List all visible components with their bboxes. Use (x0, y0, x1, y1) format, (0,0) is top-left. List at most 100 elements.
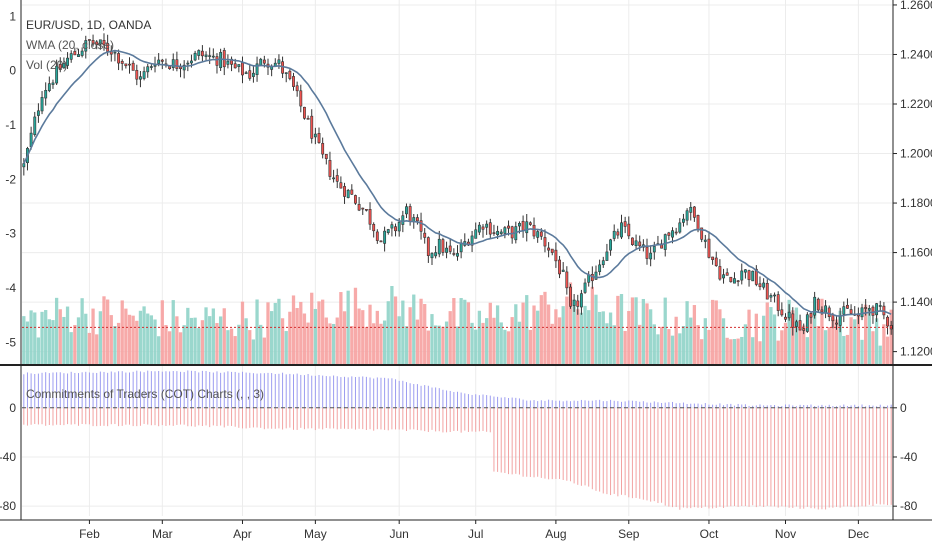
candle-body[interactable] (142, 71, 146, 79)
candle-body[interactable] (849, 309, 853, 314)
candle-body[interactable] (361, 207, 365, 210)
candle-body[interactable] (22, 163, 26, 168)
candle-body[interactable] (550, 248, 554, 253)
candle-body[interactable] (375, 231, 379, 241)
candle-body[interactable] (36, 110, 40, 116)
candle-body[interactable] (754, 268, 758, 285)
candle-body[interactable] (620, 222, 623, 238)
candle-body[interactable] (565, 271, 569, 289)
candle-body[interactable] (689, 206, 693, 213)
candle-body[interactable] (335, 175, 339, 182)
candle-body[interactable] (379, 240, 383, 243)
candle-body[interactable] (284, 72, 288, 74)
candle-body[interactable] (809, 313, 813, 318)
candle-body[interactable] (66, 57, 69, 66)
candle-body[interactable] (539, 231, 543, 237)
candle-body[interactable] (219, 52, 223, 69)
candle-body[interactable] (470, 235, 474, 246)
candle-body[interactable] (747, 270, 751, 281)
candle-body[interactable] (569, 286, 572, 307)
candle-body[interactable] (784, 316, 787, 320)
candle-body[interactable] (572, 299, 576, 306)
candle-body[interactable] (339, 182, 343, 189)
candle-body[interactable] (190, 60, 193, 64)
candle-body[interactable] (718, 266, 722, 280)
candle-body[interactable] (441, 239, 445, 253)
candle-body[interactable] (692, 206, 696, 218)
candle-body[interactable] (434, 252, 438, 257)
candle-body[interactable] (820, 309, 824, 313)
candle-body[interactable] (678, 222, 682, 233)
candle-body[interactable] (838, 316, 842, 326)
candle-body[interactable] (886, 316, 889, 327)
candle-body[interactable] (430, 253, 434, 259)
candle-body[interactable] (503, 227, 507, 234)
candle-body[interactable] (394, 226, 397, 232)
candle-body[interactable] (791, 313, 795, 328)
candle-body[interactable] (663, 234, 667, 250)
candle-body[interactable] (587, 274, 591, 283)
candle-body[interactable] (816, 298, 820, 311)
candle-body[interactable] (146, 66, 150, 73)
candle-body[interactable] (543, 237, 547, 247)
candle-body[interactable] (579, 293, 583, 308)
candle-body[interactable] (510, 226, 514, 239)
candle-body[interactable] (598, 264, 602, 272)
candle-body[interactable] (558, 259, 561, 275)
candle-body[interactable] (80, 50, 84, 56)
candle-body[interactable] (288, 70, 292, 79)
candle-body[interactable] (292, 76, 295, 87)
candle-body[interactable] (459, 242, 463, 253)
candle-body[interactable] (262, 59, 266, 64)
candle-body[interactable] (259, 58, 263, 66)
candle-body[interactable] (69, 53, 73, 60)
candle-body[interactable] (233, 63, 237, 69)
candle-body[interactable] (200, 50, 204, 57)
candle-body[interactable] (456, 253, 459, 257)
candle-body[interactable] (594, 271, 598, 280)
chart-title[interactable]: EUR/USD, 1D, OANDA (26, 18, 152, 32)
candle-body[interactable] (452, 253, 456, 255)
candle-body[interactable] (612, 230, 616, 239)
candle-body[interactable] (583, 282, 587, 293)
candle-body[interactable] (667, 232, 671, 236)
candle-body[interactable] (405, 206, 408, 215)
candle-body[interactable] (846, 304, 849, 309)
candle-body[interactable] (835, 322, 838, 325)
candle-body[interactable] (630, 237, 634, 245)
candle-body[interactable] (528, 222, 532, 225)
candle-body[interactable] (317, 133, 321, 143)
candle-body[interactable] (98, 39, 102, 45)
candle-body[interactable] (758, 283, 762, 288)
candle-body[interactable] (711, 256, 715, 260)
candle-body[interactable] (277, 59, 281, 64)
candle-body[interactable] (251, 72, 255, 77)
candle-body[interactable] (321, 143, 325, 155)
candle-body[interactable] (386, 229, 390, 233)
candle-body[interactable] (601, 260, 605, 266)
candle-body[interactable] (171, 59, 175, 68)
candle-body[interactable] (62, 63, 66, 69)
candle-body[interactable] (354, 195, 357, 204)
candle-body[interactable] (91, 40, 95, 45)
candle-body[interactable] (197, 50, 201, 56)
candle-body[interactable] (488, 222, 492, 235)
candle-body[interactable] (44, 89, 48, 99)
candle-body[interactable] (875, 303, 879, 316)
candle-body[interactable] (740, 270, 744, 281)
candle-body[interactable] (507, 225, 510, 229)
candle-body[interactable] (521, 220, 525, 231)
candle-body[interactable] (616, 231, 620, 236)
candle-body[interactable] (237, 64, 241, 67)
candle-body[interactable] (149, 66, 153, 68)
cot-indicator-label[interactable]: Commitments of Traders (COT) Charts (, ,… (26, 387, 265, 401)
candle-body[interactable] (518, 222, 521, 227)
candle-body[interactable] (306, 118, 310, 120)
candle-body[interactable] (120, 60, 124, 64)
candle-body[interactable] (383, 230, 387, 244)
candle-body[interactable] (350, 189, 354, 195)
candle-body[interactable] (153, 64, 157, 67)
candle-body[interactable] (671, 230, 674, 238)
candle-body[interactable] (299, 90, 303, 107)
candle-body[interactable] (215, 56, 219, 66)
